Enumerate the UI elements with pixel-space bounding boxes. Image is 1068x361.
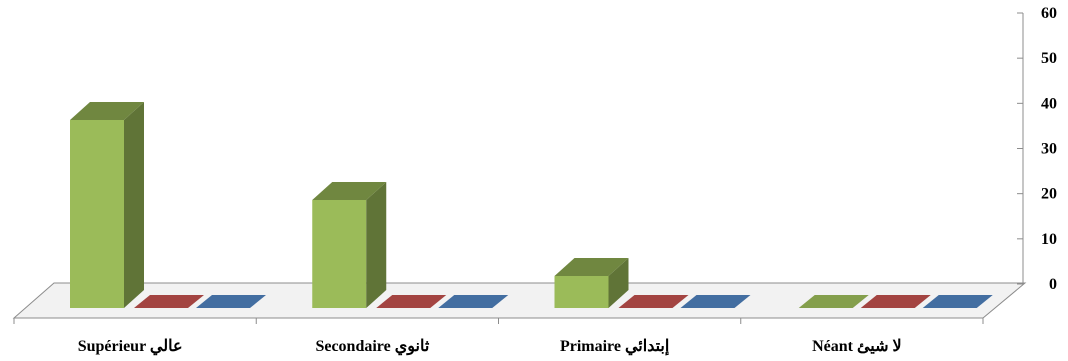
bar <box>196 295 266 308</box>
bar-flat <box>196 295 266 308</box>
bar-top <box>70 102 144 120</box>
tick-labels: 0 10 20 30 40 50 60 <box>1041 5 1057 293</box>
bars <box>70 102 993 308</box>
bar-front <box>312 200 367 308</box>
bar-side <box>366 182 387 308</box>
category-labels: Supérieur عالي Secondaire ثانوي Primaire إ… <box>78 338 902 356</box>
bar-flat <box>618 295 689 308</box>
y-tick-label: 0 <box>1049 276 1057 293</box>
x-category-label: Secondaire ثانوي <box>315 338 429 356</box>
y-tick-label: 30 <box>1041 141 1057 158</box>
bar-side <box>124 102 144 308</box>
bar <box>376 295 447 308</box>
bar <box>134 295 204 308</box>
bar-front <box>70 120 124 308</box>
bar-flat <box>798 295 869 308</box>
x-category-label: Primaire إبتدائي <box>560 338 669 356</box>
y-tick-label: 40 <box>1041 95 1057 112</box>
bar-flat <box>376 295 447 308</box>
bar <box>680 295 751 308</box>
bar <box>438 295 509 308</box>
bar <box>860 295 931 308</box>
y-tick-label: 60 <box>1041 5 1057 22</box>
y-axis <box>1017 12 1024 285</box>
bar <box>554 258 629 308</box>
x-category-label: Supérieur عالي <box>78 338 183 356</box>
bar-top <box>312 182 387 200</box>
bar-top <box>554 258 629 276</box>
bar-flat <box>438 295 509 308</box>
bar-side <box>608 258 629 308</box>
chart-floor <box>12 282 1027 319</box>
bar <box>798 295 869 308</box>
bar <box>922 295 993 308</box>
bar-front <box>554 276 609 308</box>
floor <box>12 282 1027 319</box>
y-tick-label: 50 <box>1041 50 1057 67</box>
bar-flat <box>860 295 931 308</box>
x-category-label: Néant لا شيئ <box>812 338 902 355</box>
y-tick-label: 20 <box>1041 186 1057 203</box>
bar <box>618 295 689 308</box>
y-tick-label: 10 <box>1041 231 1057 248</box>
bar-flat <box>680 295 751 308</box>
bar <box>312 182 387 308</box>
bar-flat <box>134 295 204 308</box>
bar-flat <box>922 295 993 308</box>
x-axis <box>13 318 984 324</box>
bar <box>70 102 144 308</box>
